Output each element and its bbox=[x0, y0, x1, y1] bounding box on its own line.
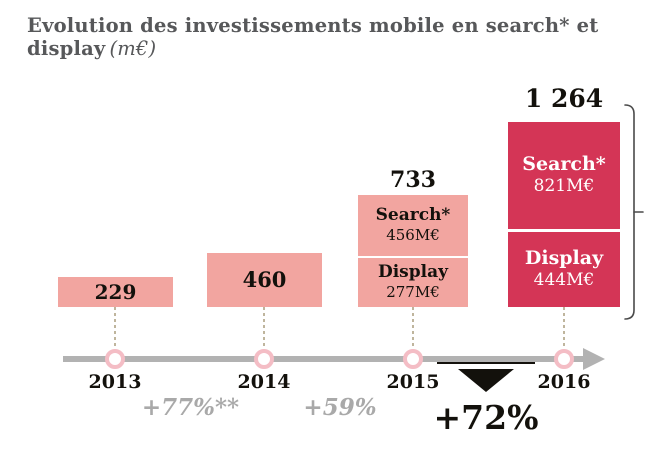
chart-title-text: Evolution des investissements mobile en … bbox=[27, 14, 599, 60]
search-label-2015: Search* bbox=[375, 205, 451, 226]
segment-divider-2015 bbox=[358, 256, 468, 258]
connector-2013 bbox=[114, 307, 116, 350]
growth-label-2015-2016: +72% bbox=[433, 398, 539, 437]
chart-title: Evolution des investissements mobile en … bbox=[27, 14, 654, 60]
timeline-node-2015 bbox=[403, 349, 423, 369]
growth-overline-2015-2016 bbox=[437, 362, 535, 364]
bar-2013: 229 bbox=[58, 277, 173, 307]
year-label-2015: 2015 bbox=[386, 371, 440, 393]
bar-2015-display-segment: Display 277M€ bbox=[358, 258, 468, 307]
growth-label-2014-2015: +59% bbox=[303, 394, 377, 421]
timeline-arrowhead-icon bbox=[583, 348, 605, 370]
bar-2015-search-segment: Search* 456M€ bbox=[358, 195, 468, 256]
total-label-2016: 1 264 bbox=[524, 84, 604, 113]
search-value-2016: 821M€ bbox=[533, 175, 595, 196]
year-label-2013: 2013 bbox=[88, 371, 142, 393]
timeline-node-2013 bbox=[105, 349, 125, 369]
search-label-2016: Search* bbox=[522, 152, 606, 175]
chart-title-unit: (m€) bbox=[109, 37, 157, 60]
timeline-node-2016 bbox=[554, 349, 574, 369]
bar-2016-search-segment: Search* 821M€ bbox=[508, 122, 620, 229]
connector-2016 bbox=[563, 307, 565, 350]
growth-label-2013-2014: +77%** bbox=[141, 394, 240, 421]
bar-2014: 460 bbox=[207, 253, 322, 307]
bar-2015: Search* 456M€ Display 277M€ bbox=[358, 195, 468, 307]
bar-2016-display-segment: Display 444M€ bbox=[508, 232, 620, 307]
connector-2015 bbox=[412, 307, 414, 350]
connector-2014 bbox=[263, 307, 265, 350]
bracket-2016 bbox=[624, 104, 644, 320]
triangle-down-icon bbox=[458, 369, 514, 392]
display-value-2015: 277M€ bbox=[386, 282, 440, 301]
segment-divider-2016 bbox=[508, 229, 620, 232]
display-value-2016: 444M€ bbox=[533, 269, 595, 290]
year-label-2014: 2014 bbox=[237, 371, 291, 393]
search-value-2015: 456M€ bbox=[386, 225, 440, 244]
timeline-node-2014 bbox=[254, 349, 274, 369]
year-label-2016: 2016 bbox=[537, 371, 591, 393]
timeline-axis bbox=[63, 356, 583, 362]
display-label-2016: Display bbox=[524, 246, 604, 269]
bar-2016: Search* 821M€ Display 444M€ bbox=[508, 122, 620, 307]
total-label-2015: 733 bbox=[390, 167, 436, 193]
display-label-2015: Display bbox=[377, 262, 448, 283]
